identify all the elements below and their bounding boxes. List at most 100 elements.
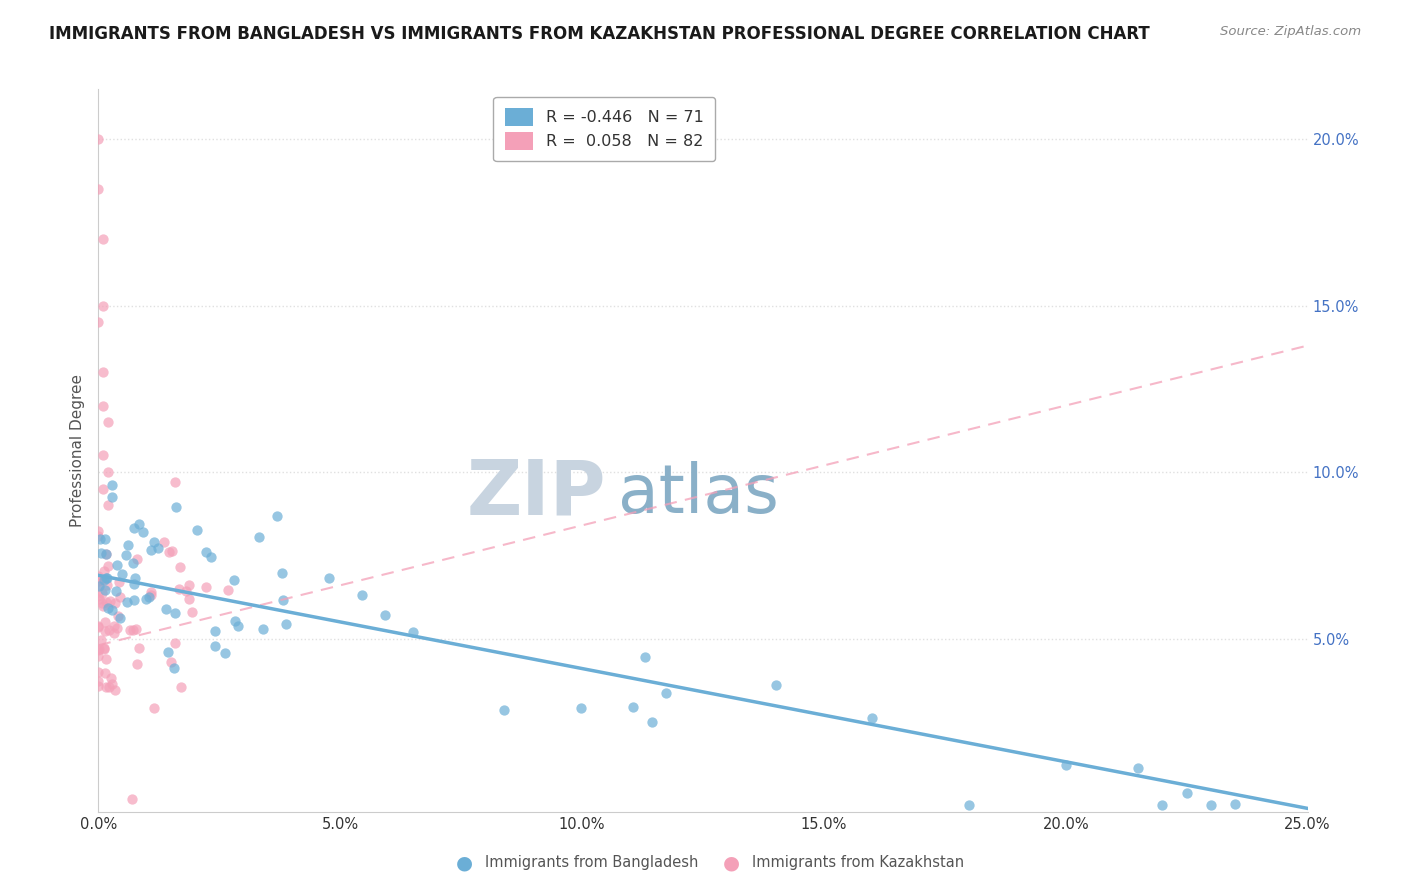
Point bbox=[214, 646, 236, 660]
Point bbox=[169, 582, 191, 596]
Point bbox=[156, 645, 179, 659]
Point bbox=[87, 674, 110, 689]
Point bbox=[141, 543, 163, 558]
Point bbox=[170, 680, 193, 694]
Point bbox=[97, 601, 120, 615]
Point bbox=[374, 607, 396, 622]
Point bbox=[90, 633, 112, 648]
Point bbox=[117, 538, 139, 552]
Point bbox=[87, 529, 110, 543]
Point bbox=[957, 798, 980, 813]
Point bbox=[93, 573, 115, 587]
Point bbox=[139, 588, 162, 602]
Point bbox=[89, 592, 111, 607]
Point bbox=[97, 415, 120, 429]
Point bbox=[224, 615, 246, 629]
Point bbox=[93, 641, 115, 656]
Point bbox=[271, 593, 294, 607]
Point bbox=[122, 623, 145, 637]
Point bbox=[97, 558, 120, 573]
Text: Source: ZipAtlas.com: Source: ZipAtlas.com bbox=[1220, 25, 1361, 38]
Point bbox=[132, 524, 155, 539]
Point bbox=[91, 599, 114, 614]
Point bbox=[122, 521, 145, 535]
Point bbox=[93, 624, 115, 638]
Point bbox=[96, 578, 118, 592]
Point bbox=[204, 640, 226, 654]
Point bbox=[91, 299, 114, 313]
Point bbox=[101, 491, 124, 505]
Point bbox=[96, 572, 118, 586]
Point bbox=[108, 590, 131, 604]
Point bbox=[1199, 798, 1222, 813]
Point bbox=[128, 516, 150, 531]
Text: IMMIGRANTS FROM BANGLADESH VS IMMIGRANTS FROM KAZAKHSTAN PROFESSIONAL DEGREE COR: IMMIGRANTS FROM BANGLADESH VS IMMIGRANTS… bbox=[49, 25, 1150, 43]
Legend: R = -0.446   N = 71, R =  0.058   N = 82: R = -0.446 N = 71, R = 0.058 N = 82 bbox=[494, 97, 716, 161]
Text: ●: ● bbox=[723, 853, 740, 872]
Point bbox=[1128, 761, 1150, 775]
Point bbox=[90, 573, 112, 587]
Point bbox=[104, 683, 127, 698]
Point bbox=[104, 595, 127, 609]
Point bbox=[125, 552, 148, 566]
Point bbox=[91, 482, 114, 496]
Point bbox=[91, 365, 114, 379]
Point bbox=[641, 714, 664, 729]
Point bbox=[94, 532, 117, 546]
Point bbox=[94, 582, 117, 597]
Point bbox=[146, 541, 169, 555]
Point bbox=[860, 710, 883, 724]
Point bbox=[97, 623, 120, 637]
Point bbox=[97, 465, 120, 479]
Point bbox=[160, 544, 183, 558]
Point bbox=[222, 573, 245, 587]
Point bbox=[93, 641, 115, 656]
Point bbox=[87, 182, 110, 196]
Point bbox=[195, 545, 218, 559]
Text: ●: ● bbox=[456, 853, 472, 872]
Point bbox=[87, 524, 110, 538]
Text: ZIP: ZIP bbox=[467, 457, 606, 531]
Point bbox=[122, 593, 145, 607]
Point bbox=[186, 523, 208, 537]
Point bbox=[87, 577, 110, 591]
Point bbox=[139, 585, 162, 599]
Point bbox=[169, 560, 191, 574]
Point bbox=[163, 661, 186, 675]
Point bbox=[93, 564, 115, 578]
Point bbox=[87, 665, 110, 680]
Point bbox=[252, 622, 274, 636]
Point bbox=[165, 606, 187, 620]
Point bbox=[621, 699, 644, 714]
Point bbox=[318, 571, 340, 585]
Point bbox=[121, 792, 143, 806]
Point bbox=[87, 589, 110, 603]
Point bbox=[94, 680, 117, 694]
Point bbox=[654, 686, 676, 700]
Point bbox=[271, 566, 294, 581]
Point bbox=[124, 572, 146, 586]
Point bbox=[1152, 797, 1174, 812]
Point bbox=[90, 545, 112, 559]
Point bbox=[204, 624, 226, 638]
Point bbox=[87, 679, 110, 693]
Point bbox=[179, 577, 201, 591]
Point bbox=[96, 571, 118, 585]
Point bbox=[87, 620, 110, 634]
Point bbox=[89, 642, 111, 657]
Point bbox=[87, 315, 110, 329]
Point bbox=[105, 584, 128, 599]
Point bbox=[98, 680, 121, 694]
Point bbox=[157, 545, 180, 559]
Point bbox=[87, 132, 110, 146]
Point bbox=[89, 579, 111, 593]
Point bbox=[165, 475, 187, 489]
Point bbox=[492, 702, 515, 716]
Point bbox=[350, 588, 373, 602]
Point bbox=[122, 577, 145, 591]
Point bbox=[160, 655, 183, 669]
Point bbox=[105, 558, 128, 573]
Text: atlas: atlas bbox=[619, 461, 779, 527]
Point bbox=[142, 535, 165, 549]
Point bbox=[105, 621, 128, 635]
